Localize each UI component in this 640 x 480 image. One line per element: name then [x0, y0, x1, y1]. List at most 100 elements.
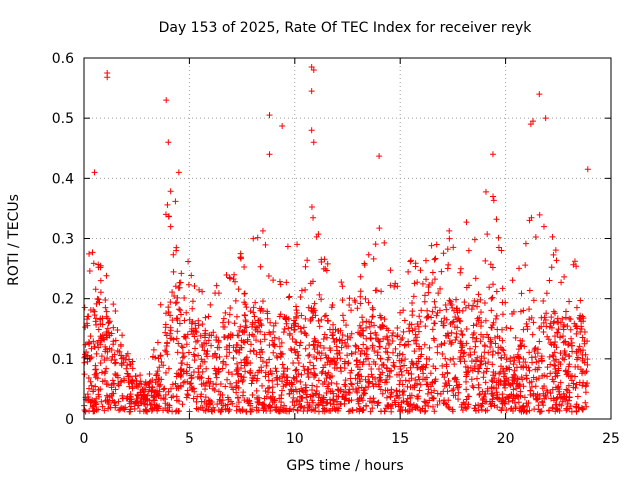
data-point [376, 153, 383, 160]
data-point [98, 369, 105, 376]
data-point [495, 350, 502, 357]
data-point [217, 397, 224, 404]
data-point [515, 354, 522, 361]
data-point [227, 334, 234, 341]
data-point [163, 310, 170, 317]
data-point [499, 346, 506, 353]
data-point [143, 382, 150, 389]
x-tick-label: 15 [391, 431, 409, 447]
data-point [244, 336, 251, 343]
data-point [298, 371, 305, 378]
data-point [370, 306, 377, 313]
data-point [194, 337, 201, 344]
data-point [434, 401, 441, 408]
data-point [376, 338, 383, 345]
data-point [99, 321, 106, 328]
data-point [532, 345, 539, 352]
data-point [203, 365, 210, 372]
data-point [210, 404, 217, 411]
data-point [104, 74, 111, 81]
data-point [293, 313, 300, 320]
data-point [448, 329, 455, 336]
data-point [357, 325, 364, 332]
data-point [495, 381, 502, 388]
data-point [100, 335, 107, 342]
data-point [440, 250, 447, 257]
data-point [198, 356, 205, 363]
data-point [117, 379, 124, 386]
data-point [353, 357, 360, 364]
data-point [104, 315, 111, 322]
data-point [256, 305, 263, 312]
data-point [344, 336, 351, 343]
data-point [366, 323, 373, 330]
data-point [167, 312, 174, 319]
data-point [82, 341, 89, 348]
data-point [432, 304, 439, 311]
data-point [312, 405, 319, 412]
data-point [178, 270, 185, 277]
data-point [213, 282, 220, 289]
data-point [167, 330, 174, 337]
data-point [237, 323, 244, 330]
data-point [365, 373, 372, 380]
data-point [110, 341, 117, 348]
data-point [579, 382, 586, 389]
data-point [497, 369, 504, 376]
data-point [517, 342, 524, 349]
data-point [493, 389, 500, 396]
data-point [304, 407, 311, 414]
data-point [505, 395, 512, 402]
data-point [501, 352, 508, 359]
data-point [337, 400, 344, 407]
data-point [425, 284, 432, 291]
data-point [165, 365, 172, 372]
data-point [581, 359, 588, 366]
data-point [403, 367, 410, 374]
data-point [90, 260, 97, 267]
data-point [333, 336, 340, 343]
data-point [361, 389, 368, 396]
data-point [309, 308, 316, 315]
data-point [164, 401, 171, 408]
data-point [400, 307, 407, 314]
data-point [409, 360, 416, 367]
data-point [503, 324, 510, 331]
x-axis-label: GPS time / hours [286, 458, 403, 474]
data-point [376, 343, 383, 350]
data-point [584, 166, 591, 173]
data-point [489, 396, 496, 403]
data-point [227, 304, 234, 311]
data-point [263, 393, 270, 400]
data-point [473, 321, 480, 328]
data-point [357, 351, 364, 358]
data-point [312, 390, 319, 397]
data-point [365, 299, 372, 306]
data-point [167, 327, 174, 334]
data-point [112, 402, 119, 409]
data-point [137, 398, 144, 405]
data-point [405, 407, 412, 414]
data-point [92, 318, 99, 325]
data-point [463, 340, 470, 347]
data-point [92, 383, 99, 390]
data-point [332, 361, 339, 368]
data-point [137, 372, 144, 379]
data-point [555, 326, 562, 333]
data-point [315, 317, 322, 324]
data-point [95, 296, 102, 303]
data-point [583, 368, 590, 375]
data-point [138, 394, 145, 401]
data-point [344, 352, 351, 359]
data-point [352, 386, 359, 393]
data-point [226, 342, 233, 349]
data-point [135, 392, 142, 399]
data-point [254, 234, 261, 241]
data-point [577, 328, 584, 335]
data-point [335, 405, 342, 412]
data-point [489, 361, 496, 368]
data-point [294, 241, 301, 248]
data-point [93, 315, 100, 322]
data-point [380, 361, 387, 368]
data-point [103, 272, 110, 279]
